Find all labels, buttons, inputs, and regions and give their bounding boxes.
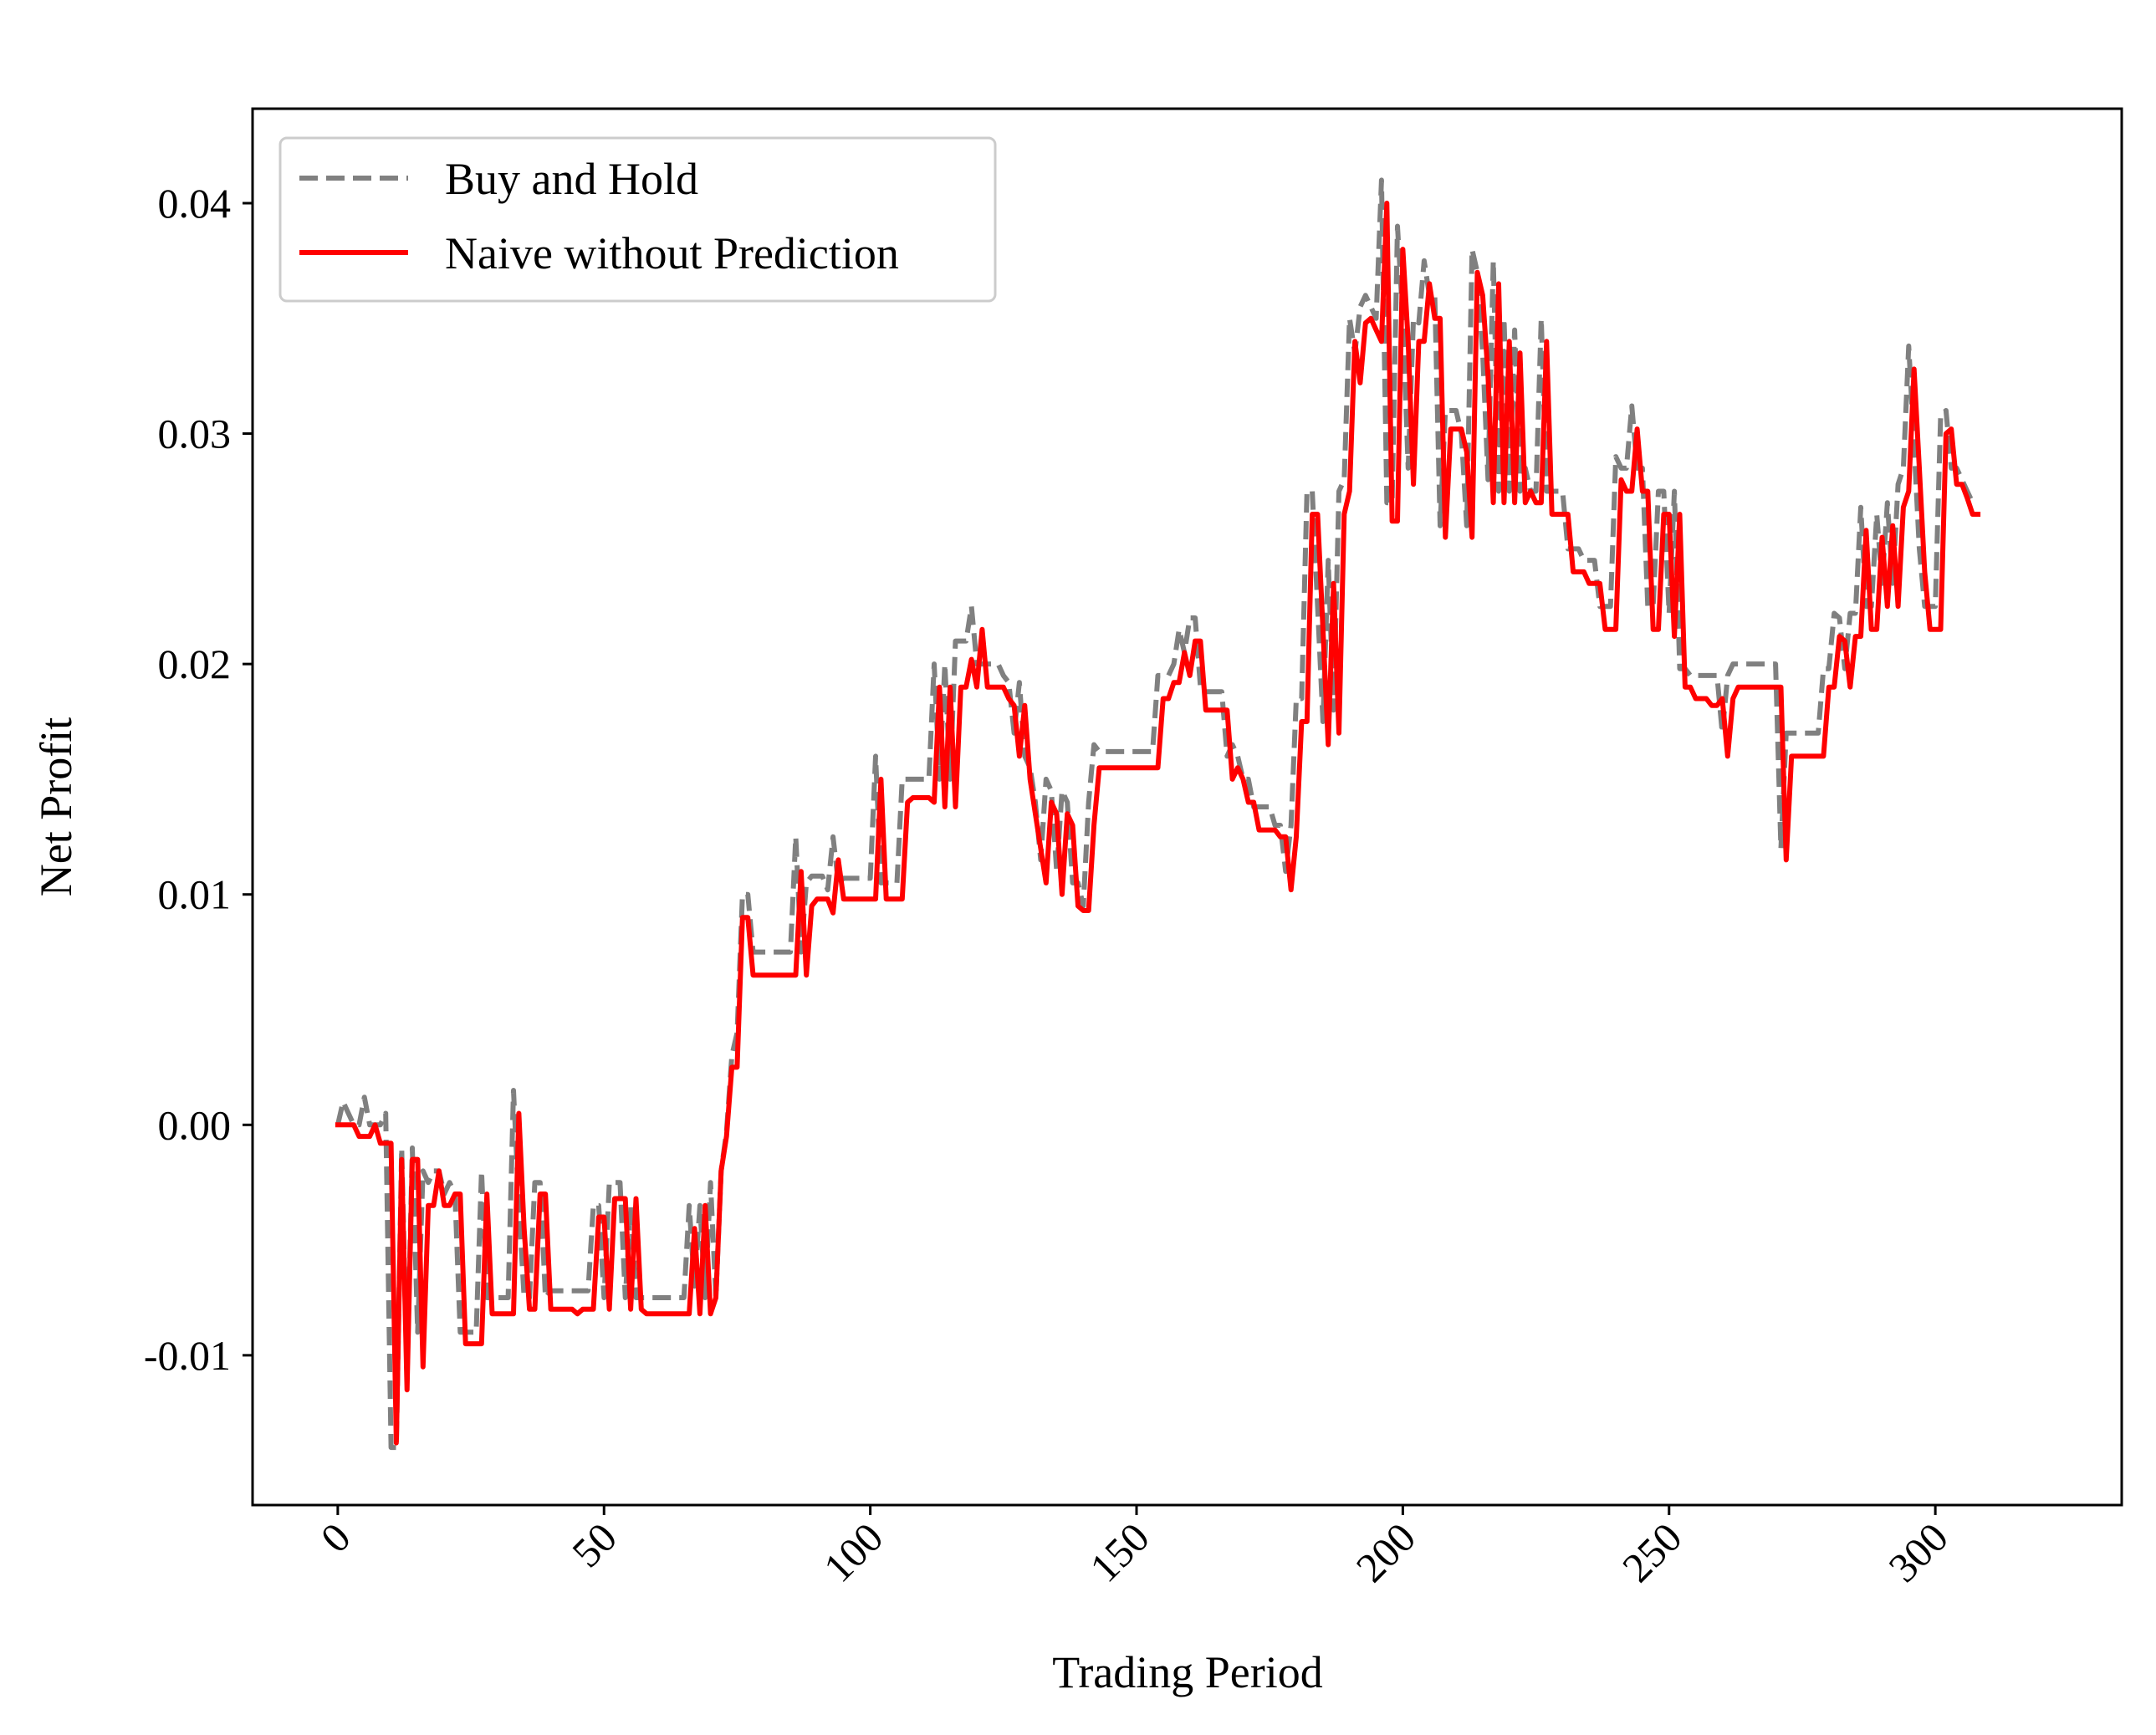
y-tick-label: 0.02 bbox=[158, 640, 232, 687]
legend: Buy and Hold Naive without Prediction bbox=[278, 136, 997, 303]
series-line-buy-and-hold bbox=[335, 177, 1975, 1451]
y-axis-label: Net Profit bbox=[31, 717, 81, 896]
legend-label-naive-without-prediction: Naive without Prediction bbox=[445, 228, 899, 278]
y-tick-label: 0.00 bbox=[158, 1101, 232, 1148]
y-tick-label: 0.04 bbox=[158, 180, 232, 227]
y-tick-label: 0.01 bbox=[158, 871, 232, 918]
legend-label-buy-and-hold: Buy and Hold bbox=[445, 154, 698, 204]
y-tick-label: -0.01 bbox=[144, 1332, 231, 1379]
legend-box bbox=[278, 136, 997, 303]
x-axis-label: Trading Period bbox=[1052, 1647, 1323, 1697]
y-tick-label: 0.03 bbox=[158, 411, 232, 457]
y-axis-ticks: -0.01 0.00 0.01 0.02 0.03 0.04 bbox=[144, 180, 253, 1379]
series-line-naive-without-prediction bbox=[335, 201, 1981, 1446]
series-layer bbox=[335, 177, 1981, 1451]
plot-area-frame bbox=[251, 107, 2123, 1507]
